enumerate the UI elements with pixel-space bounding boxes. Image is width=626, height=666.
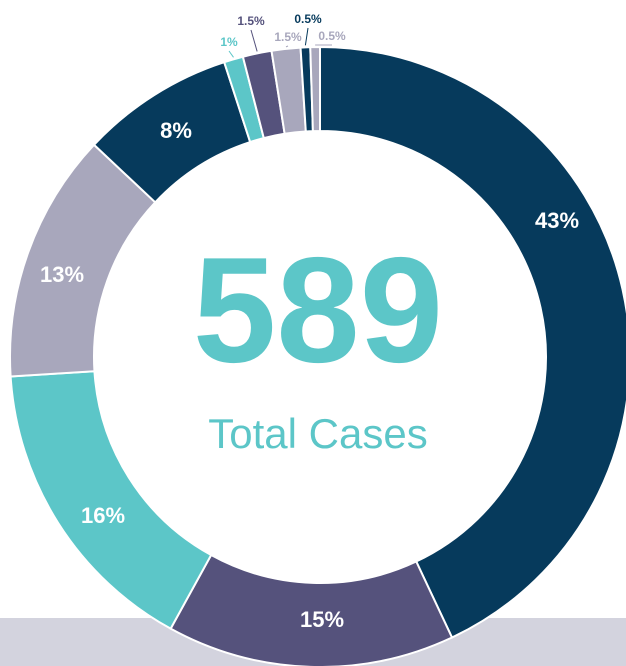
leader-line [228,50,234,58]
leader-line [250,29,258,52]
leader-line [304,27,309,46]
donut-slice [9,370,213,631]
value-label: 13% [40,262,84,287]
value-label: 1.5% [237,14,265,28]
center-label: Total Cases [208,410,427,457]
value-label: 1% [220,35,238,49]
value-label: 1.5% [274,30,302,44]
donut-slice [309,45,321,133]
value-label: 8% [160,118,192,143]
leader-line [285,45,289,48]
value-label: 15% [300,607,344,632]
value-label: 16% [81,503,125,528]
donut-slice [319,45,626,639]
value-label: 43% [535,208,579,233]
value-label: 0.5% [294,12,322,26]
value-label: 0.5% [318,29,346,43]
center-value: 589 [193,226,443,394]
